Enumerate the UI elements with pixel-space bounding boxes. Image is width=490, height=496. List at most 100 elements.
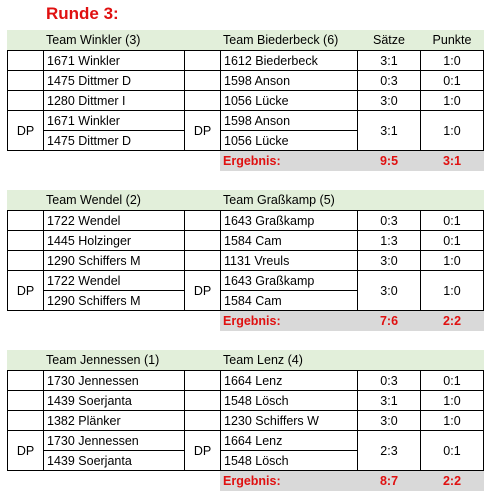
empty-cell (7, 90, 44, 111)
player: 1671 Winkler (43, 110, 185, 131)
doubles-label: DP (184, 270, 221, 311)
player: 1730 Jennessen (43, 370, 185, 391)
team-a: Team Winkler (3) (46, 33, 141, 47)
points: 0:1 (420, 70, 484, 91)
points: 0:1 (420, 210, 484, 231)
empty-cell (7, 70, 44, 91)
player: 1643 Graßkamp (220, 270, 358, 291)
points: 0:1 (420, 230, 484, 251)
empty-cell (7, 230, 44, 251)
player: 1722 Wendel (43, 210, 185, 231)
result-sets: 7:6 (379, 314, 399, 328)
player: 1439 Soerjanta (43, 450, 185, 471)
team-a: Team Wendel (2) (46, 193, 141, 207)
result-row (220, 311, 484, 331)
sets: 3:1 (357, 50, 421, 71)
doubles-label: DP (184, 430, 221, 471)
col-header: Sätze (373, 33, 405, 47)
empty-cell (184, 50, 221, 71)
points: 0:1 (420, 430, 484, 471)
player: 1548 Lösch (220, 450, 358, 471)
result-row (220, 471, 484, 491)
player: 1056 Lücke (220, 90, 358, 111)
result-row (220, 151, 484, 171)
points: 1:0 (420, 250, 484, 271)
result-points: 2:2 (442, 314, 462, 328)
player: 1290 Schiffers M (43, 250, 185, 271)
empty-cell (7, 390, 44, 411)
player: 1439 Soerjanta (43, 390, 185, 411)
result-points: 2:2 (442, 474, 462, 488)
result-sets: 8:7 (379, 474, 399, 488)
empty-cell (184, 90, 221, 111)
points: 1:0 (420, 270, 484, 311)
points: 1:0 (420, 90, 484, 111)
sets: 3:1 (357, 110, 421, 151)
empty-cell (7, 370, 44, 391)
player: 1584 Cam (220, 290, 358, 311)
sets: 3:0 (357, 90, 421, 111)
result-label: Ergebnis: (223, 474, 281, 488)
player: 1290 Schiffers M (43, 290, 185, 311)
points: 1:0 (420, 50, 484, 71)
player: 1584 Cam (220, 230, 358, 251)
player: 1671 Winkler (43, 50, 185, 71)
sets: 3:1 (357, 390, 421, 411)
result-label: Ergebnis: (223, 314, 281, 328)
player: 1475 Dittmer D (43, 130, 185, 151)
player: 1548 Lösch (220, 390, 358, 411)
sets: 2:3 (357, 430, 421, 471)
empty-cell (7, 210, 44, 231)
doubles-label: DP (7, 430, 44, 471)
player: 1643 Graßkamp (220, 210, 358, 231)
player: 1612 Biederbeck (220, 50, 358, 71)
team-b: Team Lenz (4) (223, 353, 303, 367)
player: 1445 Holzinger (43, 230, 185, 251)
doubles-label: DP (7, 110, 44, 151)
player: 1598 Anson (220, 70, 358, 91)
col-header: Punkte (432, 33, 472, 47)
team-b: Team Biederbeck (6) (223, 33, 339, 47)
sets: 0:3 (357, 70, 421, 91)
player: 1475 Dittmer D (43, 70, 185, 91)
team-b: Team Graßkamp (5) (223, 193, 335, 207)
player: 1382 Plänker (43, 410, 185, 431)
result-label: Ergebnis: (223, 154, 281, 168)
sets: 1:3 (357, 230, 421, 251)
sets: 0:3 (357, 370, 421, 391)
empty-cell (184, 230, 221, 251)
header-row (7, 190, 484, 210)
empty-cell (184, 70, 221, 91)
empty-cell (184, 250, 221, 271)
player: 1722 Wendel (43, 270, 185, 291)
player: 1730 Jennessen (43, 430, 185, 451)
player: 1230 Schiffers W (220, 410, 358, 431)
points: 1:0 (420, 110, 484, 151)
empty-cell (184, 210, 221, 231)
header-row (7, 30, 484, 50)
team-a: Team Jennessen (1) (46, 353, 160, 367)
sets: 3:0 (357, 250, 421, 271)
sets: 3:0 (357, 270, 421, 311)
empty-cell (184, 390, 221, 411)
player: 1131 Vreuls (220, 250, 358, 271)
points: 1:0 (420, 390, 484, 411)
header-row (7, 350, 484, 370)
points: 1:0 (420, 410, 484, 431)
result-sets: 9:5 (379, 154, 399, 168)
sets: 0:3 (357, 210, 421, 231)
empty-cell (7, 250, 44, 271)
empty-cell (7, 50, 44, 71)
points: 0:1 (420, 370, 484, 391)
doubles-label: DP (184, 110, 221, 151)
player: 1664 Lenz (220, 370, 358, 391)
empty-cell (7, 410, 44, 431)
player: 1280 Dittmer I (43, 90, 185, 111)
sets: 3:0 (357, 410, 421, 431)
empty-cell (184, 410, 221, 431)
doubles-label: DP (7, 270, 44, 311)
player: 1056 Lücke (220, 130, 358, 151)
empty-cell (184, 370, 221, 391)
title: Runde 3: (46, 4, 119, 23)
